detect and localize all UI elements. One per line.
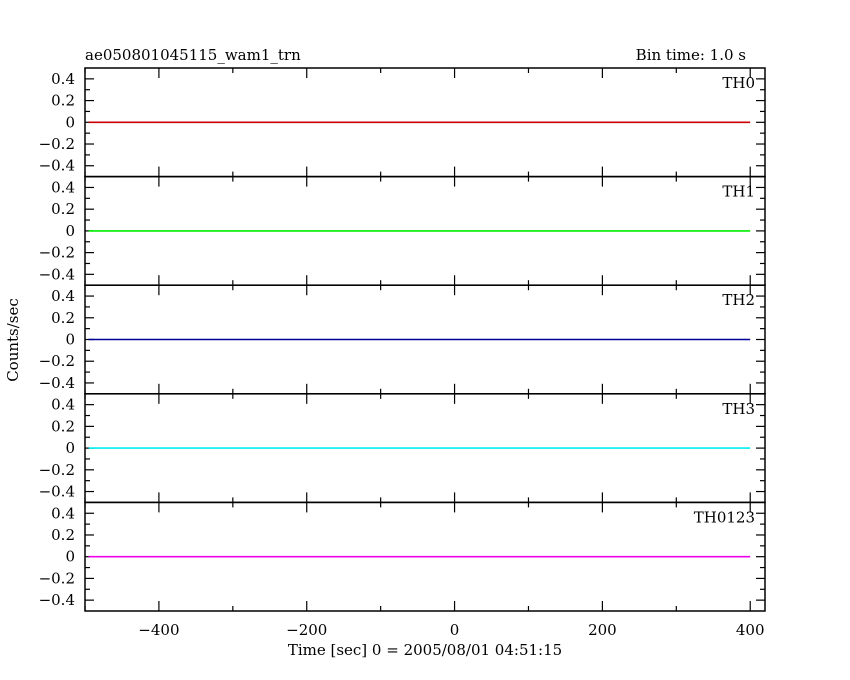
panel-label-TH3: TH3 [722, 400, 755, 418]
y-tick-label: −0.4 [39, 157, 75, 175]
y-tick-label: −0.4 [39, 483, 75, 501]
chart-title-left: ae050801045115_wam1_trn [85, 46, 301, 64]
y-tick-label: −0.4 [39, 591, 75, 609]
x-tick-label: −200 [286, 621, 327, 639]
y-tick-label: −0.2 [39, 461, 75, 479]
x-tick-label: −400 [138, 621, 179, 639]
y-tick-label: 0.2 [51, 309, 75, 327]
y-tick-label: 0 [65, 548, 75, 566]
y-tick-label: 0.4 [51, 287, 75, 305]
chart-title-right: Bin time: 1.0 s [636, 46, 746, 64]
y-tick-label: −0.2 [39, 135, 75, 153]
y-tick-label: 0.2 [51, 526, 75, 544]
y-tick-label: 0 [65, 439, 75, 457]
y-axis-label: Counts/sec [4, 298, 22, 382]
y-tick-label: 0.2 [51, 92, 75, 110]
x-axis-label: Time [sec] 0 = 2005/08/01 04:51:15 [288, 641, 562, 659]
y-tick-label: 0.2 [51, 200, 75, 218]
panel-label-TH0: TH0 [722, 74, 755, 92]
y-tick-label: −0.2 [39, 244, 75, 262]
x-tick-label: 0 [450, 621, 460, 639]
y-tick-label: 0.4 [51, 70, 75, 88]
panel-label-TH1: TH1 [722, 183, 755, 201]
x-tick-label: 400 [736, 621, 765, 639]
y-tick-label: 0 [65, 331, 75, 349]
panel-label-TH0123: TH0123 [694, 508, 755, 526]
x-tick-label: 200 [588, 621, 617, 639]
y-tick-label: −0.2 [39, 569, 75, 587]
y-tick-label: 0.4 [51, 178, 75, 196]
panels-group: 0.4 0.2 0 −0.2 −0.4 TH0 0.4 0.2 0 −0.2 −0.4 TH1 0.4 0… [39, 67, 766, 639]
y-tick-label: 0.4 [51, 504, 75, 522]
panel-label-TH2: TH2 [722, 291, 755, 309]
y-tick-label: 0.2 [51, 417, 75, 435]
y-tick-label: −0.2 [39, 352, 75, 370]
y-tick-label: 0 [65, 113, 75, 131]
y-tick-label: 0.4 [51, 396, 75, 414]
y-tick-label: −0.4 [39, 265, 75, 283]
y-tick-label: −0.4 [39, 374, 75, 392]
y-tick-label: 0 [65, 222, 75, 240]
